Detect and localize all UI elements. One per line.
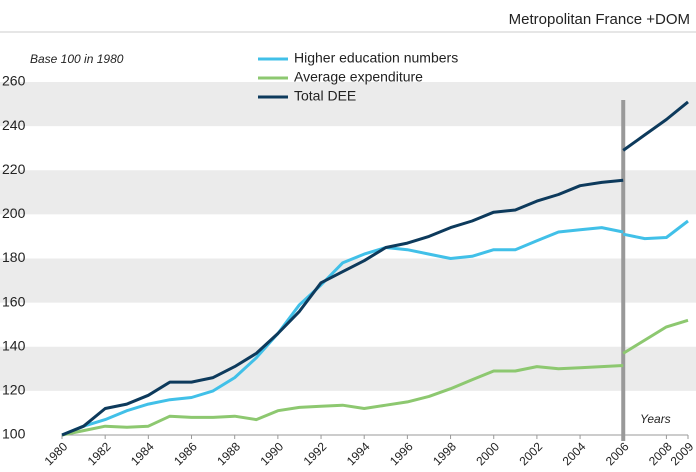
x-tick-label: 1980 <box>42 439 71 468</box>
series-line <box>61 318 689 437</box>
x-tick-label: 1984 <box>128 439 157 468</box>
x-annotation: Years <box>640 412 671 426</box>
y-tick-label: 160 <box>2 293 26 309</box>
x-tick-label: 1990 <box>257 439 286 468</box>
y-tick-label: 120 <box>2 382 26 398</box>
x-tick-label: 1992 <box>301 439 330 468</box>
legend-label: Average expenditure <box>294 69 423 85</box>
x-tick-label: 2006 <box>603 439 632 468</box>
legend-label: Higher education numbers <box>294 50 458 66</box>
legend-label: Total DEE <box>294 88 356 104</box>
subtitle: Metropolitan France +DOM <box>509 11 690 28</box>
y-tick-label: 220 <box>2 161 26 177</box>
bands <box>0 82 696 391</box>
x-tick-label: 1988 <box>214 439 243 468</box>
y-tick-label: 200 <box>2 205 26 221</box>
x-tick-label: 1998 <box>430 439 459 468</box>
x-tick-label: 2009 <box>668 439 696 468</box>
x-tick-label: 2004 <box>560 439 589 468</box>
grid-band <box>0 258 696 303</box>
grid-band <box>0 346 696 391</box>
series-line <box>61 100 689 437</box>
y-tick-label: 240 <box>2 117 26 133</box>
y-tick-label: 180 <box>2 249 26 265</box>
x-tick-label: 1994 <box>344 439 373 468</box>
y-tick-label: 100 <box>2 426 26 442</box>
x-tick-label: 2008 <box>646 439 675 468</box>
y-tick-label: 140 <box>2 337 26 353</box>
x-tick-label: 1982 <box>85 439 114 468</box>
grid-band <box>0 82 696 127</box>
x-tick-label: 1986 <box>171 439 200 468</box>
x-tick-label: 2002 <box>516 439 545 468</box>
y-annotation: Base 100 in 1980 <box>30 52 124 66</box>
grid-band <box>0 170 696 215</box>
series-line <box>61 219 689 437</box>
y-tick-label: 260 <box>2 73 26 89</box>
x-tick-label: 1996 <box>387 439 416 468</box>
x-tick-label: 2000 <box>473 439 502 468</box>
